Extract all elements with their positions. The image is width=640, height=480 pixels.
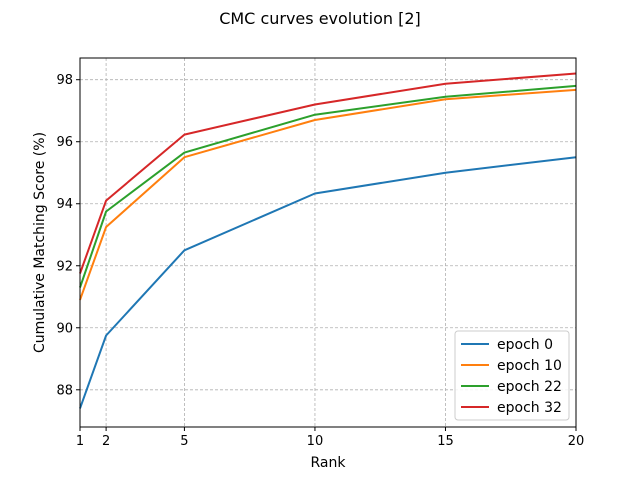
plot-frame — [79, 57, 577, 428]
y-axis-title: Cumulative Matching Score (%) — [32, 132, 48, 353]
y-tick-label: 90 — [56, 321, 73, 336]
legend-box — [454, 330, 570, 421]
series-line-epoch-22 — [79, 84, 577, 288]
y-tick-label: 98 — [56, 73, 73, 88]
x-tick-label: 2 — [102, 434, 110, 449]
series-lines — [79, 72, 577, 409]
legend-label: epoch 0 — [497, 337, 553, 353]
legend: epoch 0 epoch 10 epoch 22 epoch 32 — [454, 330, 570, 421]
y-tick-label: 88 — [56, 383, 73, 398]
x-axis-title: Rank — [311, 455, 347, 471]
x-tick-label: 1 — [76, 434, 84, 449]
x-tick-label: 5 — [180, 434, 188, 449]
y-tick-label: 92 — [56, 259, 73, 274]
ticks: 1 2 5 10 15 20 88 90 92 94 96 98 — [56, 73, 584, 449]
legend-label: epoch 22 — [497, 379, 562, 395]
chart-title: CMC curves evolution [2] — [219, 9, 421, 28]
y-tick-label: 96 — [56, 135, 73, 150]
legend-label: epoch 10 — [497, 358, 562, 374]
x-tick-label: 20 — [568, 434, 585, 449]
series-line-epoch-32 — [79, 72, 577, 274]
legend-label: epoch 32 — [497, 400, 562, 416]
y-tick-label: 94 — [56, 197, 73, 212]
series-line-epoch-10 — [79, 88, 577, 301]
x-tick-label: 10 — [307, 434, 324, 449]
series-line-epoch-0 — [79, 156, 577, 409]
x-tick-label: 15 — [437, 434, 454, 449]
